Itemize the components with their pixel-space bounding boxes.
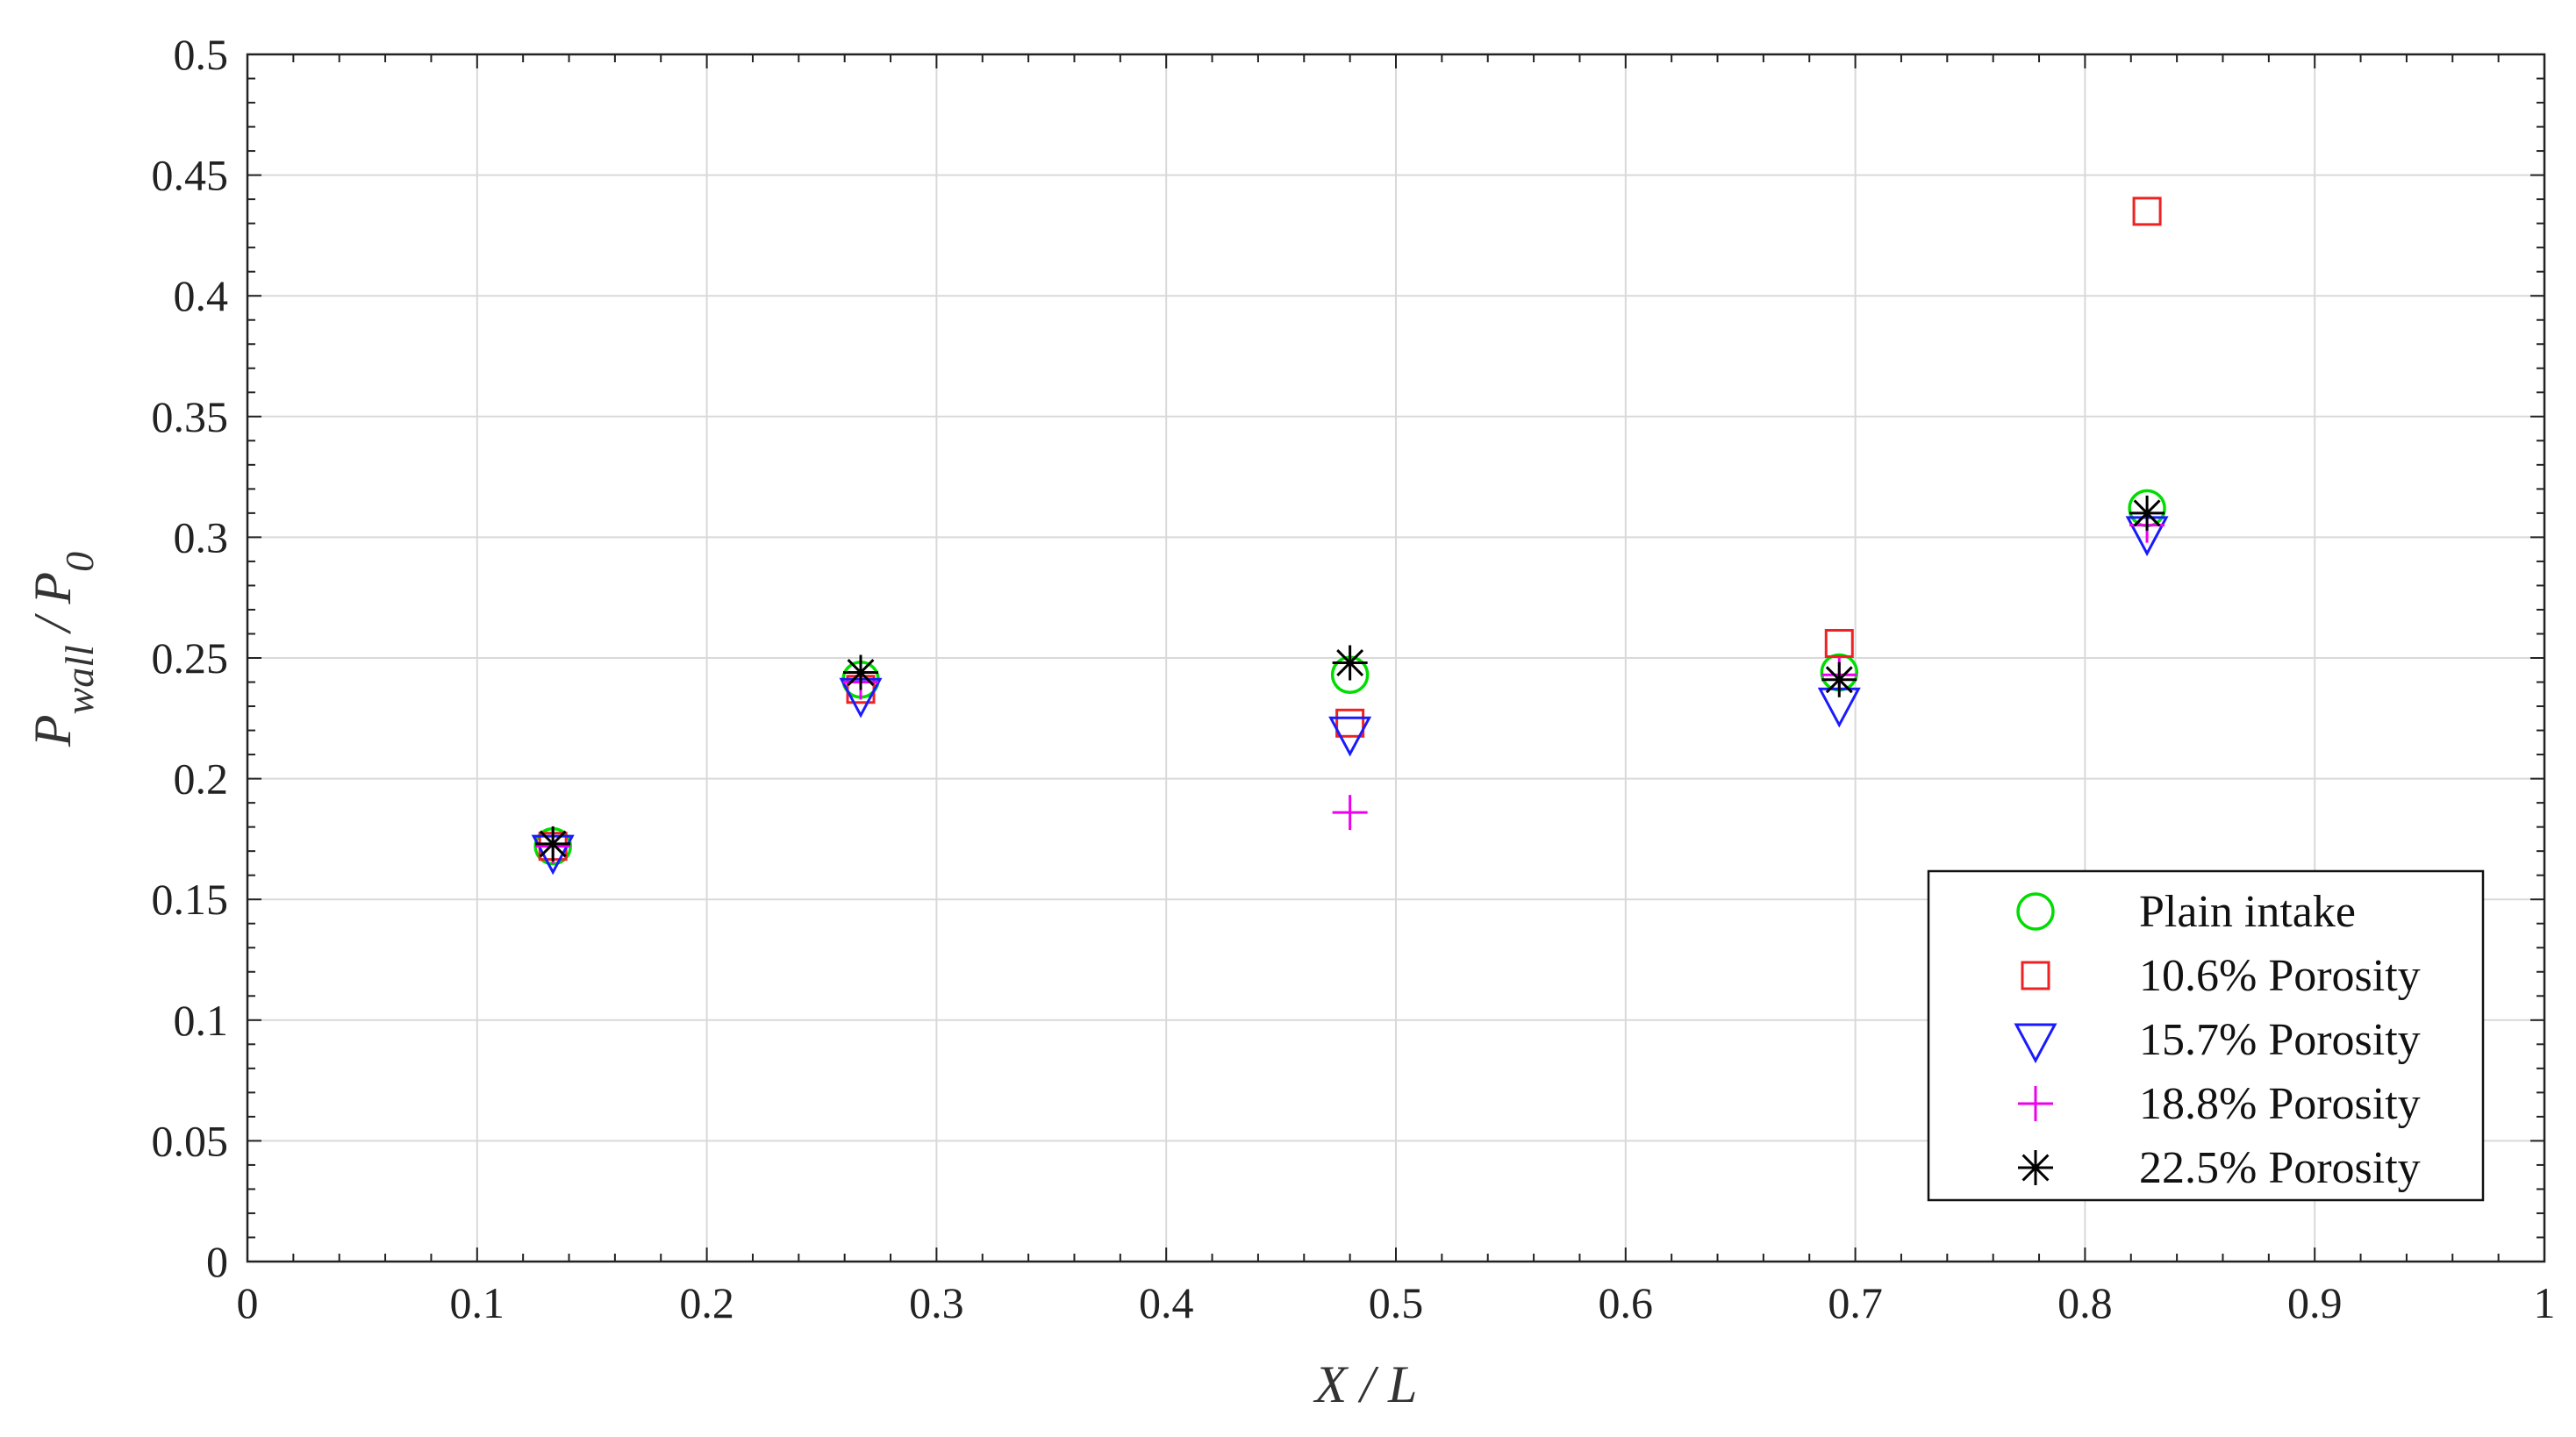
y-axis-label-sub1: wall — [57, 645, 102, 714]
y-tick-label: 0 — [206, 1237, 228, 1286]
legend-entry: 15.7% Porosity — [2014, 1015, 2421, 1065]
y-tick-label: 0.35 — [152, 392, 229, 441]
y-tick-label: 0.25 — [152, 633, 229, 683]
x-axis-label-tail: L — [1387, 1355, 1417, 1413]
x-tick-labels: 0 0.1 0.2 0.3 0.4 0.5 0.6 0.7 0.8 0.9 1 — [237, 1278, 2556, 1327]
x-axis-label-main: X — [1313, 1355, 1349, 1413]
data-point — [535, 826, 571, 861]
x-tick-label: 0.9 — [2287, 1278, 2343, 1327]
y-tick-label: 0.3 — [174, 512, 229, 561]
data-point — [1821, 661, 1857, 697]
legend-marker — [2016, 892, 2055, 931]
y-tick-label: 0.45 — [152, 151, 229, 200]
y-tick-labels: 0 0.05 0.1 0.15 0.2 0.25 0.3 0.35 0.4 0.45 0.5 — [152, 30, 229, 1286]
data-point — [1335, 708, 1365, 738]
series-5 — [535, 495, 2165, 861]
legend-label: 18.8% Porosity — [2139, 1079, 2421, 1129]
legend-marker — [2018, 1150, 2053, 1185]
y-axis-label-p1: P — [24, 714, 82, 747]
x-tick-label: 0.3 — [909, 1278, 964, 1327]
x-tick-label: 0.5 — [1369, 1278, 1424, 1327]
y-tick-label: 0.05 — [152, 1116, 229, 1165]
y-tick-label: 0.15 — [152, 875, 229, 924]
x-tick-label: 1 — [2534, 1278, 2556, 1327]
data-markers — [531, 197, 2169, 876]
x-tick-label: 0.2 — [679, 1278, 734, 1327]
legend: Plain intake 10.6% Porosity 15.7% Porosity… — [1927, 869, 2485, 1202]
data-point — [1824, 628, 1854, 658]
axis-ticks — [247, 54, 2545, 1262]
legend-marker — [2014, 1023, 2057, 1064]
data-point — [843, 654, 879, 690]
x-tick-label: 0 — [237, 1278, 259, 1327]
legend-label: Plain intake — [2139, 887, 2356, 937]
y-axis-label-separator: / — [24, 604, 82, 646]
legend-label: 22.5% Porosity — [2139, 1143, 2421, 1193]
x-tick-label: 0.1 — [450, 1278, 505, 1327]
x-tick-label: 0.7 — [1828, 1278, 1883, 1327]
y-tick-label: 0.1 — [174, 996, 229, 1045]
y-axis-label-p2: P — [24, 572, 82, 605]
x-tick-label: 0.6 — [1599, 1278, 1654, 1327]
legend-entry: 22.5% Porosity — [2018, 1143, 2421, 1193]
y-tick-label: 0.4 — [174, 271, 229, 320]
y-tick-label: 0.5 — [174, 30, 229, 79]
data-point — [2129, 495, 2165, 531]
legend-entry: 18.8% Porosity — [2018, 1079, 2421, 1129]
legend-marker — [2021, 961, 2050, 990]
grid-lines — [247, 54, 2544, 1262]
y-tick-label: 0.2 — [174, 754, 229, 804]
legend-label: 15.7% Porosity — [2139, 1015, 2421, 1065]
y-axis-label: Pwall / P0 — [24, 552, 102, 747]
data-point — [2132, 197, 2162, 226]
data-point — [1332, 645, 1368, 681]
y-axis-label-sub2: 0 — [57, 552, 102, 572]
x-tick-label: 0.4 — [1139, 1278, 1194, 1327]
legend-marker — [2018, 1086, 2053, 1121]
data-point — [1328, 716, 1372, 757]
data-point — [1332, 795, 1368, 831]
x-axis-label-separator: / — [1347, 1355, 1388, 1413]
legend-entry: 10.6% Porosity — [2021, 951, 2421, 1001]
x-tick-label: 0.8 — [2057, 1278, 2113, 1327]
legend-entry: Plain intake — [2016, 887, 2356, 937]
legend-label: 10.6% Porosity — [2139, 951, 2421, 1001]
x-axis-label: X / L — [1313, 1355, 1418, 1413]
